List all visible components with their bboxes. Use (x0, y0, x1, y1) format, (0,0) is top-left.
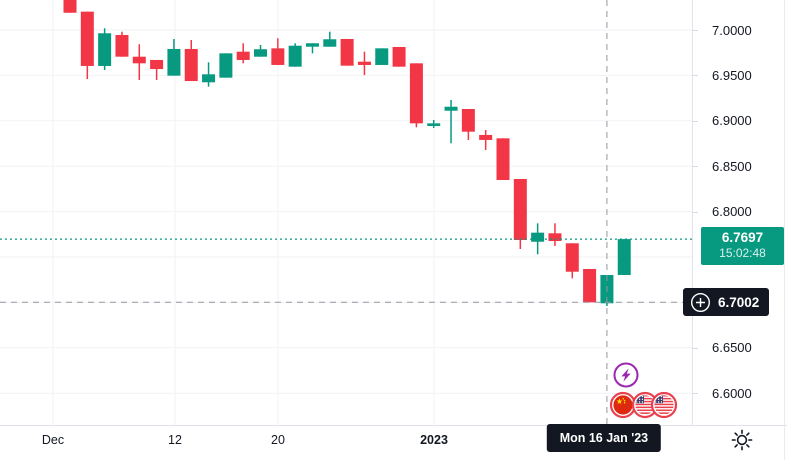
candle-up (531, 232, 545, 242)
candle-down (236, 51, 250, 60)
candle-up (167, 48, 181, 76)
price-tick-label: 6.6000 (712, 385, 752, 401)
crosshair-price-badge: 6.7002 (683, 288, 769, 317)
price-tick-label: 6.9500 (712, 67, 752, 83)
price-tick-mark (693, 347, 698, 349)
candle-up (617, 239, 631, 275)
candle-up (288, 45, 302, 67)
price-tick-mark (693, 166, 698, 168)
time-tick-label: 12 (168, 433, 182, 447)
candle-up (305, 43, 319, 47)
candle-up (254, 49, 268, 57)
price-tick-mark (693, 211, 698, 213)
candle-down (271, 48, 285, 65)
candle-up (202, 74, 216, 83)
candle-down (479, 134, 493, 140)
flag-icon-usa[interactable] (650, 391, 678, 419)
add-alert-plus-icon[interactable] (690, 292, 711, 313)
candle-down (63, 0, 77, 13)
candle-up (219, 53, 233, 78)
last-price-value: 6.7697 (721, 230, 764, 246)
price-tick-mark (693, 120, 698, 122)
price-tick-label: 6.9000 (712, 113, 752, 129)
candle-up (323, 39, 337, 47)
candle-up (98, 33, 112, 66)
price-tick-mark (693, 75, 698, 77)
price-tick-label: 7.0000 (712, 22, 752, 38)
candle-up (427, 123, 441, 126)
candle-up (444, 106, 458, 111)
candle-down (150, 59, 164, 70)
candle-down (565, 243, 579, 272)
time-tick-label: 2023 (420, 433, 448, 447)
candle-down (115, 34, 129, 57)
candle-down (184, 48, 198, 82)
time-axis[interactable]: Dec 12 20 2023 (0, 425, 787, 460)
candle-down (132, 56, 146, 64)
last-price-badge: 6.7697 15:02:48 (701, 227, 784, 266)
pane-right-edge-line (784, 0, 785, 460)
price-tick-mark (693, 393, 698, 395)
price-tick-mark (693, 30, 698, 31)
candle-down (409, 63, 423, 124)
time-tick-label: Dec (41, 433, 65, 447)
crosshair-time-badge: Mon 16 Jan '23 (546, 424, 662, 452)
price-tick-label: 6.8500 (712, 158, 752, 174)
candle-down (80, 11, 94, 66)
time-tick-label: 20 (271, 433, 285, 447)
candle-down (583, 268, 597, 303)
crosshair-price-value: 6.7002 (718, 294, 760, 310)
candle-down (513, 179, 527, 241)
price-tick-label: 6.8000 (712, 204, 752, 220)
bar-countdown: 15:02:48 (719, 246, 766, 261)
flag-icon-china[interactable] (609, 391, 637, 419)
lightning-event-icon[interactable] (613, 362, 639, 388)
candle-down (392, 46, 406, 67)
flag-icon-usa[interactable] (631, 391, 659, 419)
candle-down (461, 108, 475, 132)
settings-gear-icon[interactable] (730, 428, 754, 452)
candle-down (340, 38, 354, 66)
candle-down (496, 138, 510, 181)
price-tick-label: 6.6500 (712, 340, 752, 356)
candle-up (375, 48, 389, 65)
chart-canvas[interactable] (0, 0, 692, 425)
candle-down (357, 61, 371, 65)
price-axis[interactable]: 6.7697 15:02:48 6.7002 7.0000 6.9500 6.900… (683, 0, 787, 425)
candle-down (548, 233, 562, 242)
